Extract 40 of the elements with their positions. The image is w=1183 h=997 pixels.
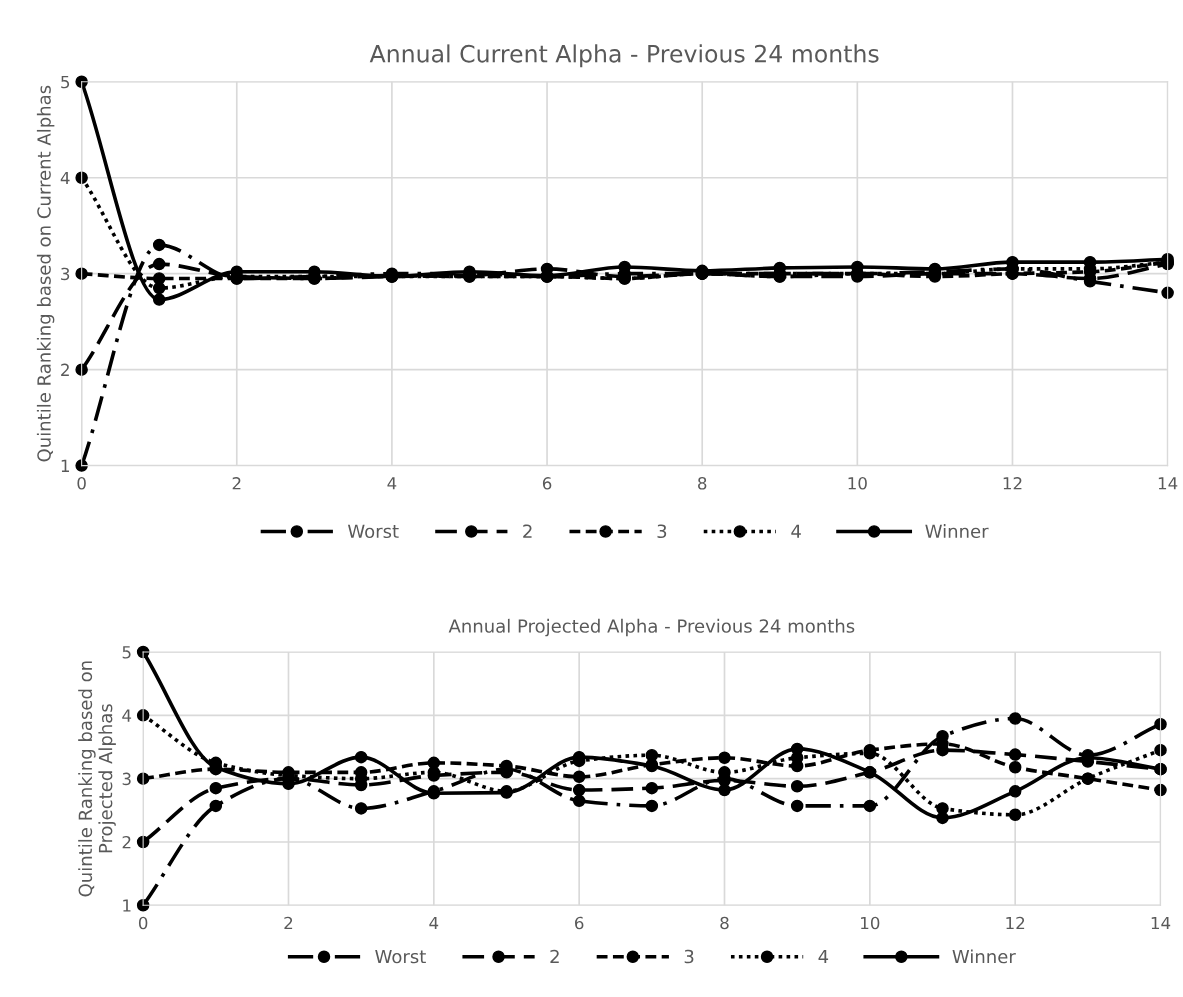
y-tick-label: 5 [122, 646, 131, 659]
legend-label: Worst [347, 524, 399, 539]
y-tick-label: 2 [122, 835, 131, 849]
legend-label: Worst [375, 949, 426, 964]
chart-title: Annual Projected Alpha - Previous 24 months [448, 618, 855, 637]
x-tick-label: 14 [1151, 916, 1171, 930]
legend-label: 4 [791, 524, 801, 538]
y-tick-label: 3 [122, 772, 131, 786]
legend-label: 4 [818, 949, 829, 964]
x-tick-label: 2 [284, 916, 293, 930]
y-tick-label: 1 [123, 899, 131, 912]
legend-label: 2 [550, 949, 559, 964]
x-tick-label: 6 [575, 916, 584, 930]
y-tick-label: 5 [61, 75, 70, 89]
x-tick-label: 14 [1158, 477, 1178, 490]
y-tick-label: 2 [61, 363, 69, 376]
x-tick-label: 12 [1003, 477, 1022, 490]
y-tick-label: 4 [60, 171, 70, 185]
x-tick-label: 10 [861, 916, 880, 930]
legend-label: 3 [657, 524, 667, 539]
x-tick-label: 10 [848, 477, 867, 490]
x-tick-label: 6 [542, 477, 552, 490]
y-axis-title: Quintile Ranking based on Projected Alphas [78, 661, 116, 897]
x-tick-label: 0 [138, 916, 148, 930]
x-tick-label: 8 [698, 477, 707, 490]
legend-label: 2 [523, 524, 532, 538]
x-tick-label: 12 [1006, 916, 1025, 930]
y-axis-title: Quintile Ranking based on Current Alphas [36, 85, 55, 462]
chart-title: Annual Current Alpha - Previous 24 months [369, 44, 879, 68]
x-tick-label: 0 [77, 477, 86, 490]
x-tick-label: 2 [232, 477, 241, 490]
y-tick-label: 1 [61, 459, 69, 472]
legend-label: 3 [684, 949, 694, 964]
legend-label: Winner [925, 524, 989, 539]
y-tick-label: 4 [122, 709, 132, 722]
x-tick-label: 8 [720, 916, 729, 930]
x-tick-label: 4 [387, 477, 397, 490]
legend-label: Winner [952, 949, 1016, 964]
x-tick-label: 4 [429, 916, 439, 930]
y-tick-label: 3 [61, 267, 70, 281]
